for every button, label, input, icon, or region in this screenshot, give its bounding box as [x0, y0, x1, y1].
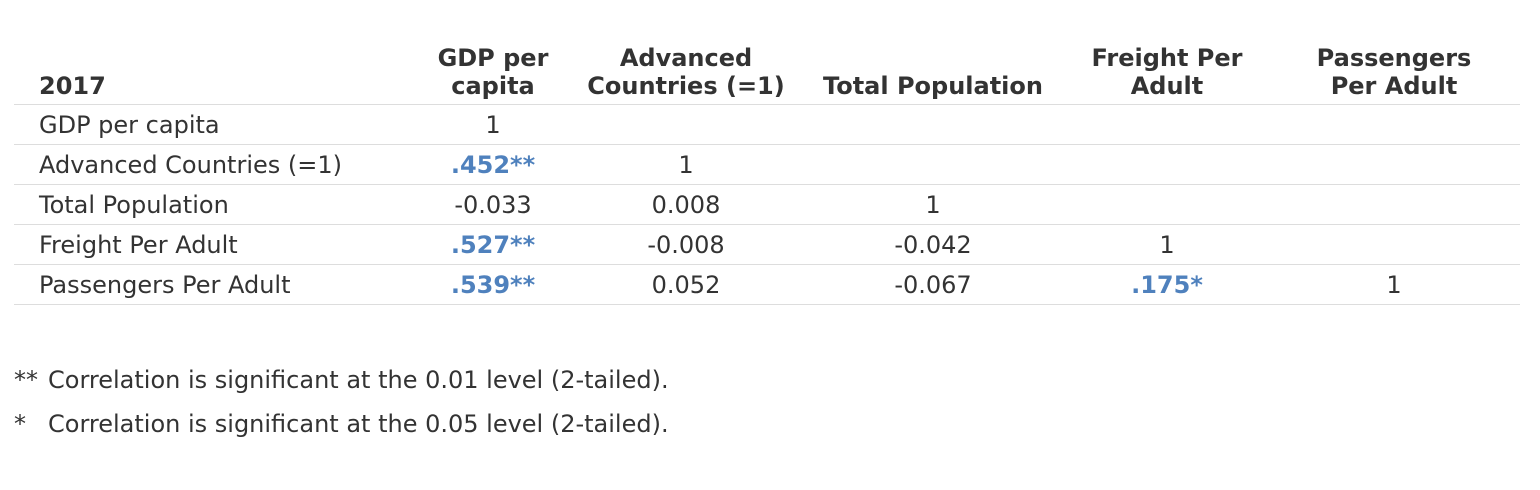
table-cell — [800, 144, 1066, 185]
table-cell: .539** — [414, 264, 572, 305]
table-cell: .527** — [414, 224, 572, 265]
table-cell — [1268, 224, 1520, 265]
correlation-table: 2017 GDP per capita Advanced Countries (=1… — [14, 40, 1520, 305]
header-total-population: Total Population — [800, 40, 1066, 105]
header-passengers-per-adult: Passengers Per Adult — [1268, 40, 1520, 105]
table-cell — [1066, 104, 1268, 145]
header-gdp-per-capita: GDP per capita — [414, 40, 572, 105]
table-cell: -0.008 — [572, 224, 800, 265]
table-cell: .452** — [414, 144, 572, 185]
table-cell: 1 — [414, 104, 572, 145]
footnote-mark: ** — [14, 366, 38, 394]
table-cell — [1268, 104, 1520, 145]
footnote-text: Correlation is significant at the 0.01 l… — [48, 366, 669, 394]
footnote-text: Correlation is significant at the 0.05 l… — [48, 410, 669, 438]
row-label: Freight Per Adult — [14, 224, 414, 265]
footnotes: ** Correlation is significant at the 0.0… — [14, 358, 669, 446]
table-cell: 0.008 — [572, 184, 800, 225]
header-year: 2017 — [14, 40, 414, 105]
correlation-table-container: 2017 GDP per capita Advanced Countries (=1… — [14, 40, 1520, 305]
table-cell — [1066, 184, 1268, 225]
table-cell: 0.052 — [572, 264, 800, 305]
header-freight-per-adult: Freight Per Adult — [1066, 40, 1268, 105]
footnote-001: ** Correlation is significant at the 0.0… — [14, 358, 669, 402]
table-cell: -0.042 — [800, 224, 1066, 265]
row-label: GDP per capita — [14, 104, 414, 145]
footnote-mark: * — [14, 410, 26, 438]
table-cell — [572, 104, 800, 145]
table-cell: .175* — [1066, 264, 1268, 305]
row-label: Advanced Countries (=1) — [14, 144, 414, 185]
table-cell — [1268, 144, 1520, 185]
table-cell: -0.033 — [414, 184, 572, 225]
table-header-row: 2017 GDP per capita Advanced Countries (=1… — [14, 40, 1520, 105]
table-cell: 1 — [572, 144, 800, 185]
header-advanced-countries: Advanced Countries (=1) — [572, 40, 800, 105]
table-cell — [1268, 184, 1520, 225]
table-row: Total Population -0.033 0.008 1 — [14, 184, 1520, 225]
row-label: Total Population — [14, 184, 414, 225]
table-cell: -0.067 — [800, 264, 1066, 305]
table-row: Freight Per Adult .527** -0.008 -0.042 1 — [14, 224, 1520, 265]
footnote-005: * Correlation is significant at the 0.05… — [14, 402, 669, 446]
row-label: Passengers Per Adult — [14, 264, 414, 305]
table-row: Advanced Countries (=1) .452** 1 — [14, 144, 1520, 185]
table-cell: 1 — [1066, 224, 1268, 265]
table-row: Passengers Per Adult .539** 0.052 -0.067… — [14, 264, 1520, 305]
table-row: GDP per capita 1 — [14, 104, 1520, 145]
table-cell — [1066, 144, 1268, 185]
table-cell: 1 — [800, 184, 1066, 225]
table-cell — [800, 104, 1066, 145]
table-cell: 1 — [1268, 264, 1520, 305]
